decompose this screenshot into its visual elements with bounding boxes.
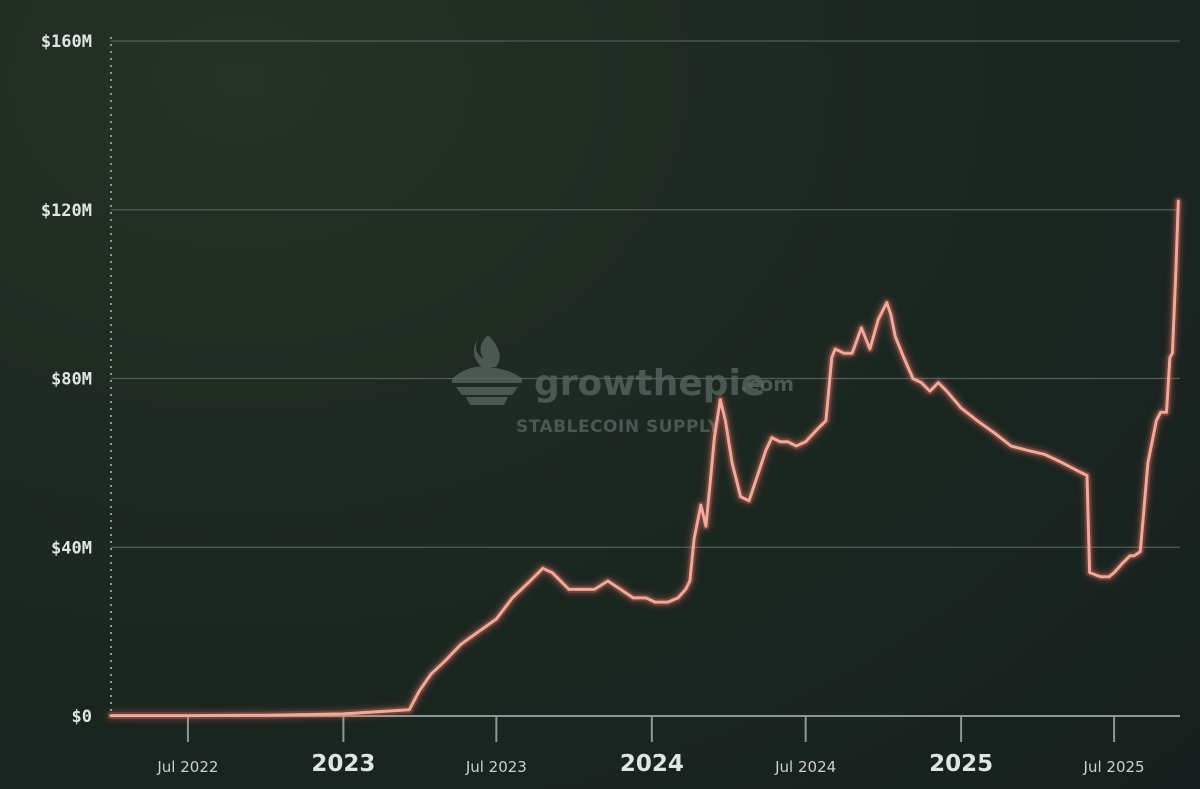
x-tick-label-year: 2023 bbox=[311, 751, 375, 777]
x-tick-label-month: Jul 2022 bbox=[156, 758, 218, 776]
series-line bbox=[109, 199, 1180, 718]
x-tick-label-year: 2024 bbox=[620, 751, 684, 777]
watermark-brand-suffix: .com bbox=[740, 372, 794, 396]
y-tick-label: $160M bbox=[41, 32, 92, 52]
watermark-brand: growthepie bbox=[534, 363, 765, 404]
pie-logo-icon bbox=[452, 335, 522, 405]
x-tick-label-month: Jul 2024 bbox=[774, 758, 836, 776]
x-tick-label-month: Jul 2025 bbox=[1083, 758, 1145, 776]
x-tick-label-month: Jul 2023 bbox=[465, 758, 527, 776]
y-tick-label: $0 bbox=[72, 707, 92, 727]
y-tick-label: $120M bbox=[41, 201, 92, 221]
watermark-subtitle: STABLECOIN SUPPLY bbox=[516, 417, 721, 437]
y-tick-label: $80M bbox=[51, 370, 92, 390]
series-layer bbox=[107, 197, 1182, 720]
gridlines bbox=[111, 40, 1180, 548]
x-tick-label-year: 2025 bbox=[929, 751, 993, 777]
series-line-glow bbox=[107, 197, 1182, 720]
watermark: growthepie .com STABLECOIN SUPPLY bbox=[452, 335, 794, 437]
tick-labels: $0 $40M $80M $120M $160M Jul 2022 2023 Jul 2023… bbox=[41, 32, 1145, 777]
y-tick-label: $40M bbox=[51, 538, 92, 558]
